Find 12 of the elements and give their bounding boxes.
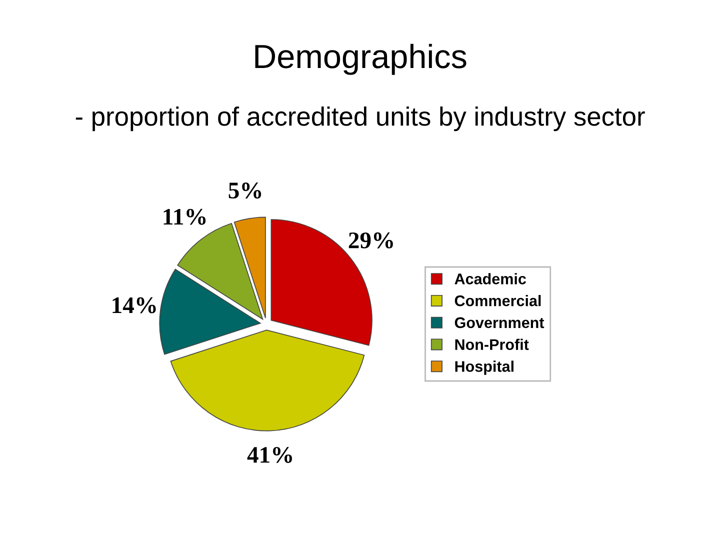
legend-label: Commercial [454, 295, 541, 306]
legend-label: Hospital [455, 360, 514, 375]
data-label: 41% [247, 446, 292, 463]
data-label: 14% [112, 297, 156, 314]
data-label: 29% [348, 232, 393, 248]
chart-subtitle: - proportion of accredited units by industry sector [76, 106, 645, 132]
data-label: 11% [164, 208, 206, 225]
chart-title: Demographics [255, 44, 466, 75]
legend-label: Academic [454, 273, 526, 284]
legend-label: Non-Profit [455, 338, 529, 350]
legend-label: Government [454, 317, 544, 328]
data-label: 5% [228, 182, 262, 199]
